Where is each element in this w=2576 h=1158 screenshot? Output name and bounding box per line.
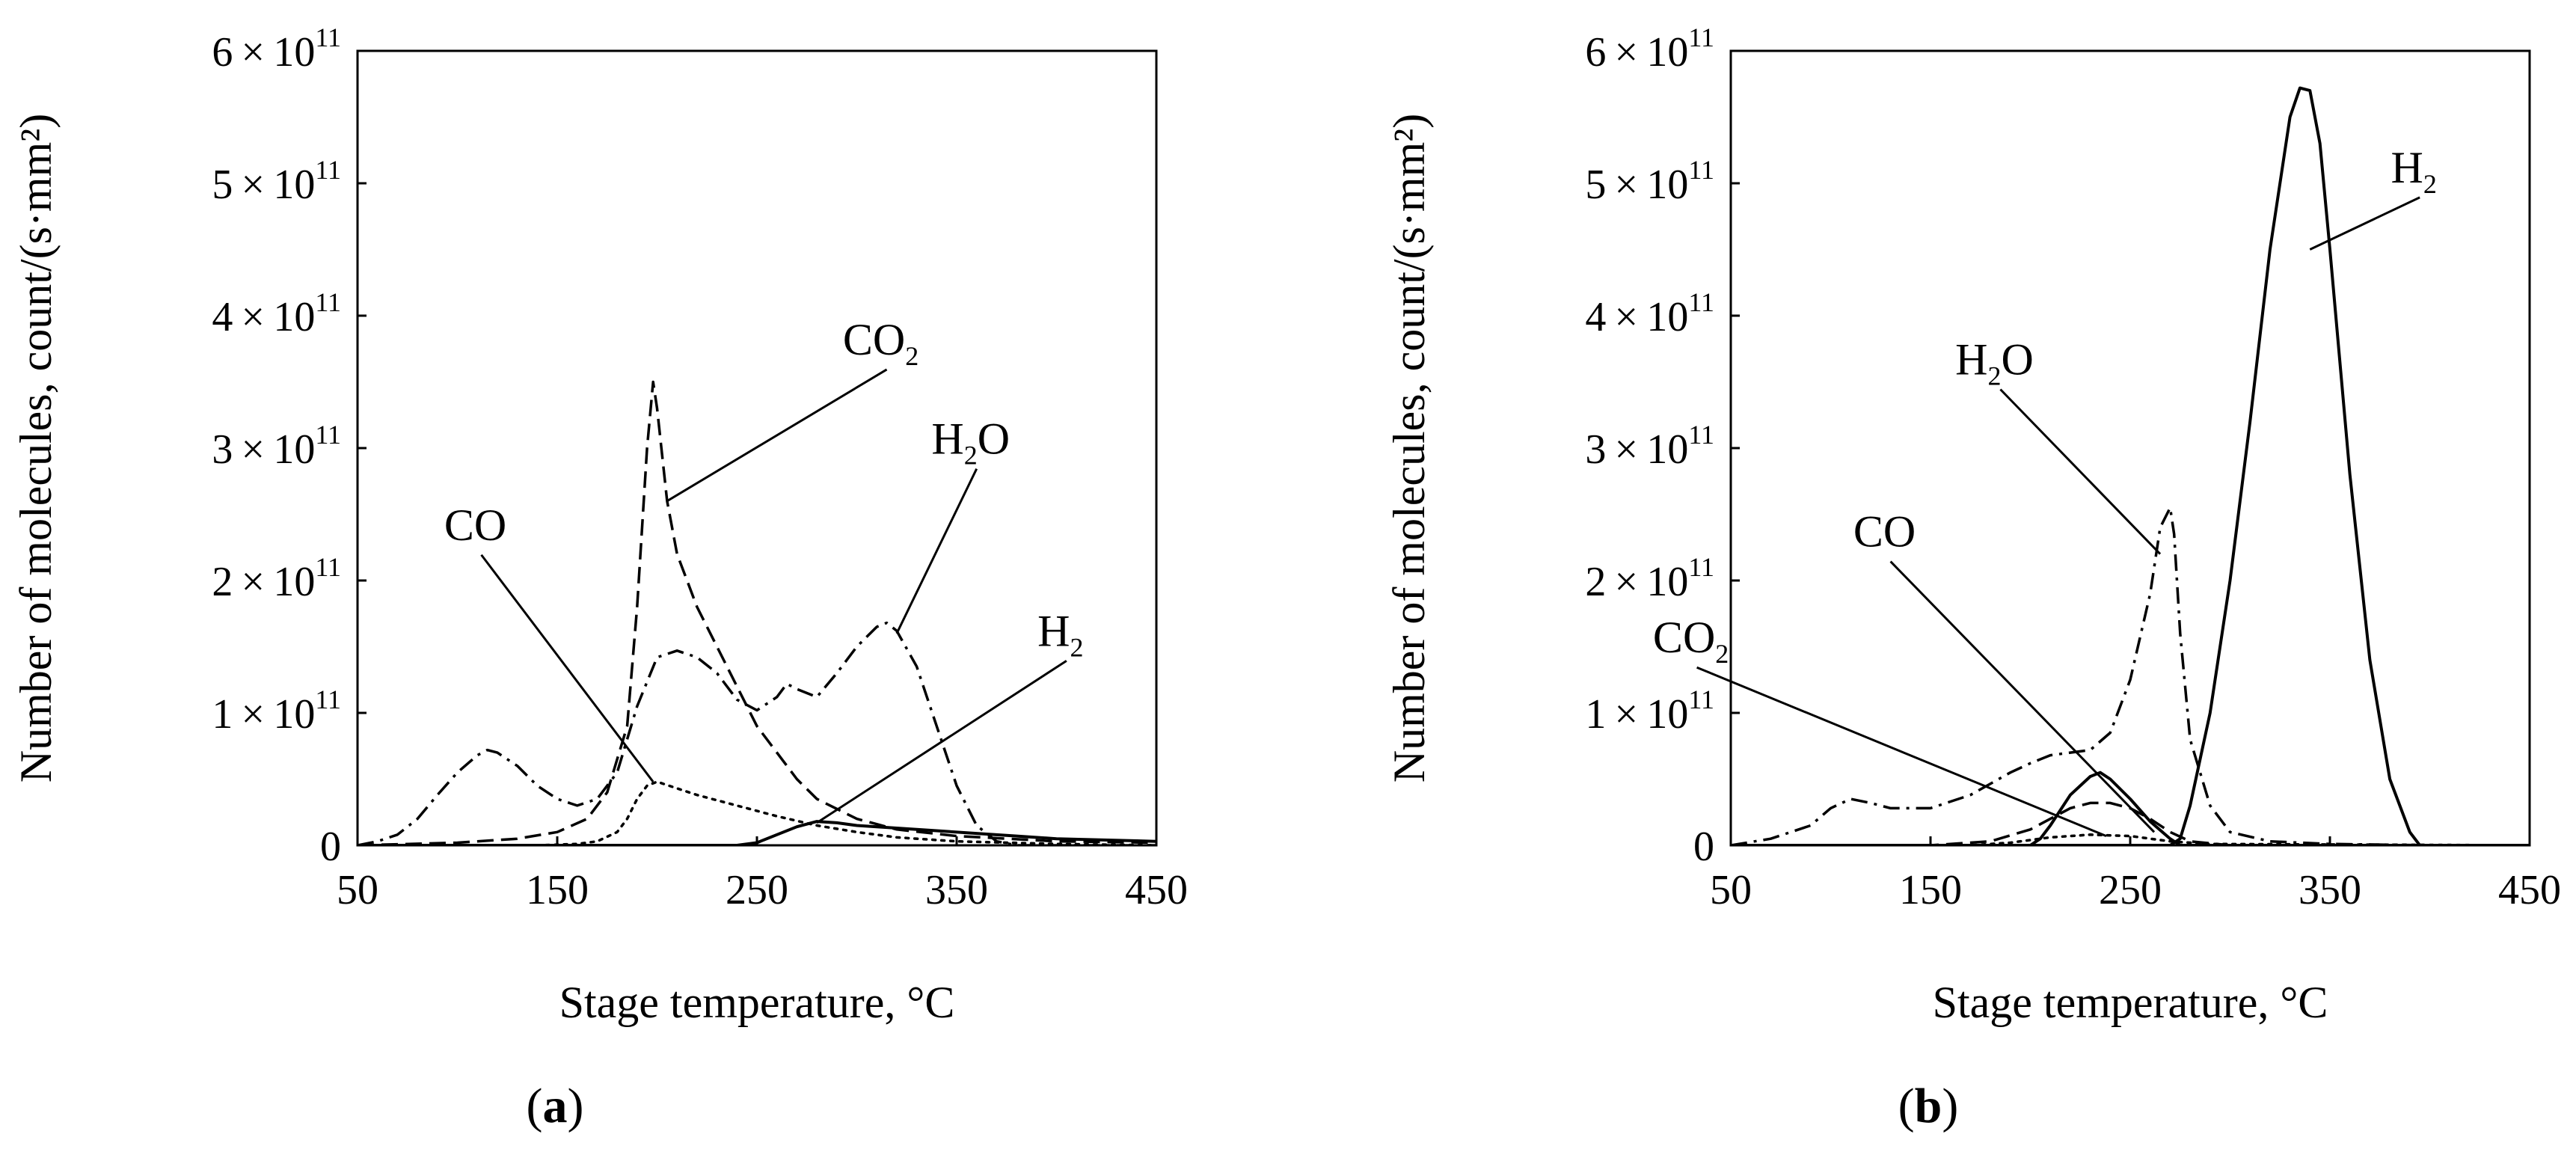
x-tick-label-a-0: 50 bbox=[337, 867, 378, 913]
panel-label-a: (a) bbox=[527, 1079, 584, 1133]
x-tick-label-a-1: 150 bbox=[526, 867, 589, 913]
y-tick-label-b-3: 3 × 1011 bbox=[1585, 420, 1714, 473]
y-tick-label-a-1: 1 × 1011 bbox=[212, 684, 341, 738]
leader-line-b-h2o bbox=[1999, 388, 2162, 555]
leader-line-a-co bbox=[480, 554, 654, 782]
x-tick-label-b-2: 250 bbox=[2099, 867, 2162, 913]
x-tick-label-b-1: 150 bbox=[1899, 867, 1962, 913]
x-tick-label-b-4: 450 bbox=[2498, 867, 2561, 913]
y-tick-label-a-0: 0 bbox=[320, 824, 341, 870]
y-tick-label-b-5: 5 × 1011 bbox=[1585, 155, 1714, 208]
x-tick-label-a-3: 350 bbox=[925, 867, 988, 913]
x-axis-label-a: Stage temperature, °C bbox=[559, 978, 955, 1027]
series-line-b-co bbox=[1731, 771, 2530, 845]
y-axis-label-b: Number of molecules, count/(s·mm²) bbox=[1384, 114, 1434, 782]
y-tick-label-b-6: 6 × 1011 bbox=[1585, 22, 1714, 76]
y-tick-label-b-0: 0 bbox=[1693, 824, 1714, 870]
series-line-a-h2o bbox=[358, 621, 1156, 845]
y-tick-label-a-6: 6 × 1011 bbox=[212, 22, 341, 76]
panel-label-b: (b) bbox=[1898, 1079, 1959, 1133]
leader-line-b-co2 bbox=[1696, 666, 2107, 837]
series-line-b-co2 bbox=[1731, 801, 2530, 845]
x-tick-label-b-0: 50 bbox=[1710, 867, 1752, 913]
leader-line-a-h2o bbox=[895, 468, 978, 634]
y-tick-label-b-2: 2 × 1011 bbox=[1585, 552, 1714, 605]
y-tick-label-a-2: 2 × 1011 bbox=[212, 552, 341, 605]
series-line-b-h2o bbox=[1731, 506, 2530, 845]
series-label-b-h2: H2 bbox=[2391, 143, 2436, 199]
panel-b: 50 150 250 350 450 0 1 × 1011 2 × 1011 3 × 1011 4… bbox=[1384, 22, 2561, 1133]
x-tick-label-a-2: 250 bbox=[726, 867, 788, 913]
x-tick-label-b-3: 350 bbox=[2299, 867, 2361, 913]
series-line-b-unlabeled-4 bbox=[1731, 833, 2530, 845]
series-label-b-co: CO bbox=[1853, 507, 1916, 557]
series-line-a-co2 bbox=[358, 380, 1156, 845]
y-tick-label-a-4: 4 × 1011 bbox=[212, 287, 341, 340]
panel-a: 50 150 250 350 450 0 1 × 1011 2 × 1011 3 × 1011 4… bbox=[11, 22, 1188, 1133]
series-label-b-h2o: H2O bbox=[1955, 335, 2034, 391]
series-label-b-co2: CO2 bbox=[1653, 613, 1729, 669]
series-label-a-h2o: H2O bbox=[931, 414, 1010, 471]
leader-line-a-co2 bbox=[666, 368, 888, 503]
leader-line-b-h2 bbox=[2309, 196, 2420, 251]
series-line-a-co bbox=[358, 780, 1156, 845]
y-tick-label-b-1: 1 × 1011 bbox=[1585, 684, 1714, 738]
series-line-a-h2 bbox=[358, 820, 1156, 845]
series-label-a-h2: H2 bbox=[1037, 606, 1083, 662]
y-tick-label-a-3: 3 × 1011 bbox=[212, 420, 341, 473]
series-line-b-h2 bbox=[1731, 86, 2530, 845]
leader-line-a-h2 bbox=[816, 660, 1067, 824]
leader-line-b-co bbox=[1889, 560, 2156, 833]
y-tick-label-b-4: 4 × 1011 bbox=[1585, 287, 1714, 340]
y-tick-label-a-5: 5 × 1011 bbox=[212, 155, 341, 208]
x-axis-label-b: Stage temperature, °C bbox=[1933, 978, 2328, 1027]
x-tick-label-a-4: 450 bbox=[1125, 867, 1188, 913]
y-axis-label-a: Number of molecules, count/(s·mm²) bbox=[11, 114, 61, 782]
series-label-a-co2: CO2 bbox=[843, 315, 919, 371]
series-label-a-co: CO bbox=[444, 500, 506, 550]
